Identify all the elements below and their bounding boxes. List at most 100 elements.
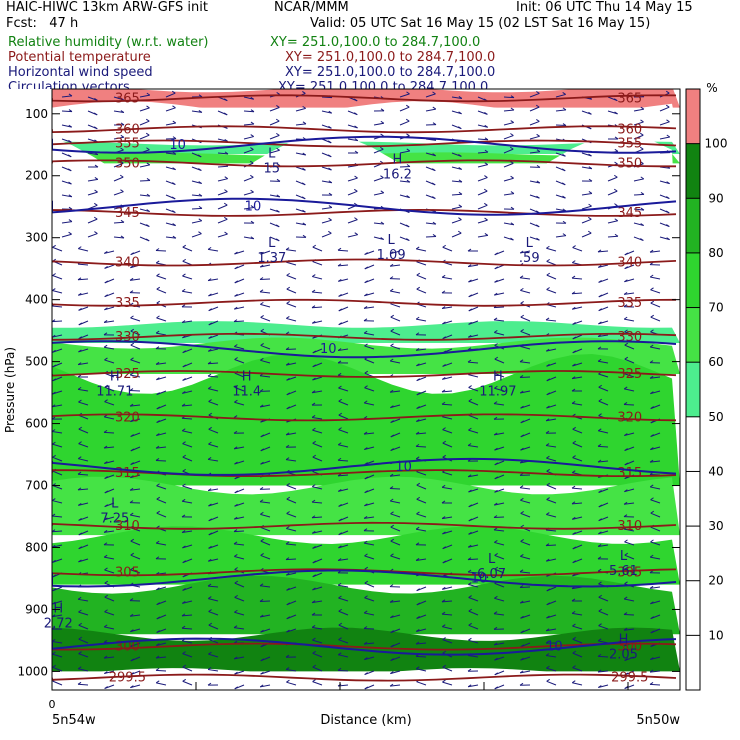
vector-arrow-head: [52, 378, 57, 382]
vector-arrow-head: [623, 386, 628, 390]
vector-arrow-head: [327, 154, 332, 158]
vector-arrow: [451, 219, 462, 224]
vector-arrow: [607, 235, 619, 238]
vector-arrow: [659, 121, 670, 126]
vector-arrow-head: [312, 679, 316, 683]
vector-arrow: [364, 542, 375, 546]
vector-arrow: [494, 642, 505, 646]
vector-arrow-head: [650, 644, 654, 647]
vector-arrow: [311, 306, 323, 309]
vector-arrow-head: [312, 427, 316, 431]
vector-arrow-head: [78, 441, 82, 445]
vector-arrow: [233, 320, 245, 323]
vector-arrow-head: [311, 499, 316, 503]
vector-arrow-head: [380, 120, 385, 124]
vector-arrow-head: [650, 447, 654, 451]
vector-arrow-head: [94, 177, 99, 180]
vector-arrow: [312, 320, 323, 324]
vector-arrow: [520, 390, 531, 394]
extremum-value: 15: [264, 161, 281, 176]
vector-arrow: [364, 432, 375, 435]
vector-arrow-head: [624, 279, 628, 283]
vector-arrow-head: [666, 181, 670, 185]
vector-arrow: [113, 221, 125, 224]
vector-arrow: [399, 150, 410, 154]
vector-arrow-head: [458, 204, 463, 208]
vector-arrow-head: [259, 487, 264, 490]
vector-arrow: [52, 443, 63, 448]
vector-arrow-head: [405, 104, 410, 108]
vector-arrow-head: [103, 542, 108, 546]
vector-arrow: [165, 152, 176, 155]
vector-arrow: [156, 642, 167, 646]
vector-arrow-head: [120, 110, 125, 113]
vector-arrow-head: [484, 233, 489, 236]
vector-arrow-head: [640, 238, 644, 241]
vector-arrow-head: [468, 427, 472, 431]
vector-arrow: [494, 597, 505, 602]
vector-arrow-head: [260, 671, 264, 675]
vector-arrow: [156, 432, 167, 437]
vector-arrow-head: [510, 133, 514, 136]
vector-arrow: [416, 274, 427, 280]
vector-arrow: [104, 320, 115, 323]
vector-arrow-head: [276, 105, 280, 108]
vector-arrow: [217, 204, 228, 210]
vector-arrow: [61, 233, 72, 238]
vector-arrow: [165, 107, 176, 112]
vector-arrow-head: [260, 434, 265, 438]
vector-arrow-head: [363, 626, 368, 629]
vector-arrow: [113, 162, 124, 168]
vector-arrow-head: [572, 245, 576, 248]
vector-arrow: [503, 177, 514, 182]
vector-arrow: [52, 275, 63, 280]
vector-arrow-head: [415, 542, 420, 546]
vector-arrow-head: [130, 672, 134, 675]
vector-arrow-head: [77, 386, 82, 390]
vector-arrow-head: [353, 98, 358, 102]
vector-arrow-head: [467, 264, 472, 268]
vector-arrow-head: [519, 375, 524, 378]
vector-arrow-head: [467, 334, 472, 338]
vector-arrow: [234, 611, 245, 616]
vector-arrow-head: [519, 472, 524, 476]
vector-arrow: [442, 626, 453, 630]
vector-arrow: [208, 278, 219, 282]
wind-contour-label: 10: [320, 342, 337, 357]
vector-arrow: [494, 331, 505, 336]
x-start-label: 5n54w: [52, 713, 96, 728]
vector-arrow-head: [208, 622, 213, 626]
vector-arrow-head: [104, 594, 109, 598]
vector-arrow: [156, 362, 167, 365]
vector-arrow: [78, 624, 89, 630]
vector-arrow: [182, 456, 193, 462]
vector-arrow-head: [104, 476, 108, 479]
extremum-type: H: [493, 369, 503, 384]
vector-arrow-head: [338, 545, 342, 549]
vector-arrow: [312, 416, 323, 420]
vector-arrow-head: [259, 583, 264, 587]
theta-contour-label: 360: [617, 122, 642, 137]
vector-arrow: [649, 683, 661, 686]
vector-arrow: [425, 93, 436, 98]
vector-arrow-head: [52, 244, 56, 248]
vector-arrow-head: [536, 149, 541, 153]
vector-arrow-head: [546, 602, 551, 606]
vector-arrow-head: [77, 471, 82, 475]
vector-arrow-head: [571, 501, 576, 505]
vector-arrow-head: [598, 518, 602, 522]
vector-arrow: [269, 107, 280, 112]
vector-arrow-head: [103, 320, 108, 323]
vector-arrow-head: [390, 328, 395, 332]
vector-arrow: [477, 219, 488, 224]
vector-arrow-head: [259, 388, 264, 392]
vector-arrow-head: [207, 558, 212, 562]
vector-arrow-head: [493, 502, 498, 506]
vector-arrow-head: [198, 94, 203, 98]
vector-arrow-head: [390, 511, 394, 515]
vector-arrow: [546, 484, 557, 490]
vector-arrow-head: [312, 587, 316, 591]
vector-arrow-head: [520, 447, 524, 451]
vector-arrow-head: [571, 388, 576, 392]
vector-arrow-head: [650, 601, 654, 605]
